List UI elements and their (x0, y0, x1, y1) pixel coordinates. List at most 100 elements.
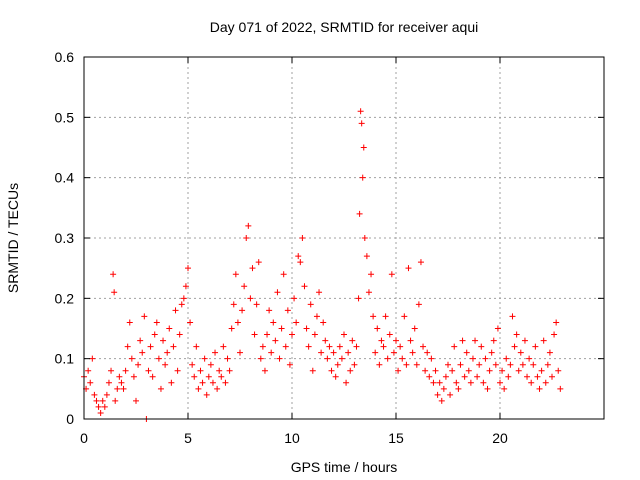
x-tick-label: 20 (492, 430, 508, 446)
data-point (490, 337, 497, 344)
data-point (297, 259, 304, 266)
data-point (501, 385, 508, 392)
x-tick-label: 0 (80, 430, 88, 446)
data-point (199, 379, 206, 386)
data-point (237, 349, 243, 356)
data-point (313, 313, 320, 320)
data-point (467, 379, 474, 386)
data-point (488, 349, 495, 356)
data-point (328, 367, 335, 374)
data-point (430, 379, 437, 386)
data-point (316, 289, 323, 296)
data-point (112, 397, 119, 404)
data-point (180, 295, 187, 302)
data-point (284, 307, 291, 314)
data-point (442, 373, 449, 380)
data-point (530, 361, 537, 368)
data-point (465, 367, 472, 374)
data-point (494, 325, 501, 332)
data-point (360, 144, 367, 151)
data-point (147, 343, 154, 350)
data-point (542, 379, 549, 386)
x-tick-label: 15 (388, 430, 404, 446)
data-point (97, 409, 104, 416)
data-point (528, 379, 535, 386)
data-point (424, 349, 431, 356)
data-point (507, 361, 514, 368)
data-point (486, 367, 493, 374)
data-point (517, 349, 524, 356)
data-point (247, 295, 254, 302)
data-point (409, 349, 416, 356)
data-point (492, 361, 499, 368)
data-point (291, 295, 298, 302)
data-point (532, 343, 539, 350)
data-point (135, 361, 142, 368)
data-point (384, 355, 391, 362)
data-point (307, 301, 314, 308)
data-point (191, 373, 198, 380)
data-point (480, 379, 487, 386)
x-tick-label: 10 (284, 430, 300, 446)
data-point (95, 403, 102, 410)
data-point (549, 373, 555, 380)
data-point (334, 361, 341, 368)
data-point (374, 325, 381, 332)
data-point (239, 307, 246, 314)
data-point (351, 361, 358, 368)
data-point (270, 319, 277, 326)
data-point (422, 367, 429, 374)
data-point (268, 349, 275, 356)
data-point (234, 319, 241, 326)
data-point (395, 367, 402, 374)
data-point (272, 337, 279, 344)
data-point (149, 373, 156, 380)
data-point (259, 343, 266, 350)
data-point (245, 222, 252, 229)
data-point (139, 349, 146, 356)
data-point (209, 379, 216, 386)
data-point (557, 385, 564, 392)
data-point (189, 361, 196, 368)
data-point (332, 373, 339, 380)
data-point (553, 319, 560, 326)
data-point (476, 361, 483, 368)
data-point (353, 343, 360, 350)
data-point (546, 349, 553, 356)
data-point (257, 355, 264, 362)
data-point (226, 367, 233, 374)
data-point (218, 373, 225, 380)
data-point (440, 385, 447, 392)
data-point (341, 331, 347, 338)
data-point (241, 283, 248, 290)
data-point (372, 349, 379, 356)
data-point (347, 367, 354, 374)
data-point (320, 319, 327, 326)
data-point (114, 385, 121, 392)
data-point (280, 271, 287, 278)
data-point (203, 391, 210, 398)
data-point (388, 271, 395, 278)
data-point (185, 265, 191, 272)
data-point (484, 385, 491, 392)
data-point (128, 355, 135, 362)
data-point (157, 385, 164, 392)
data-point (401, 313, 408, 320)
data-point (544, 361, 551, 368)
data-point (261, 367, 268, 374)
data-point (137, 337, 144, 344)
data-point (266, 307, 273, 314)
data-point (145, 367, 152, 374)
data-point (513, 331, 520, 338)
data-point (108, 367, 115, 374)
data-point (110, 271, 117, 278)
data-point (99, 397, 106, 404)
data-point (361, 235, 368, 241)
data-point (255, 259, 262, 266)
data-point (536, 385, 543, 392)
data-point (445, 361, 451, 368)
data-point (293, 319, 300, 326)
data-point (216, 367, 223, 374)
data-point (130, 373, 137, 380)
data-point (274, 289, 281, 296)
